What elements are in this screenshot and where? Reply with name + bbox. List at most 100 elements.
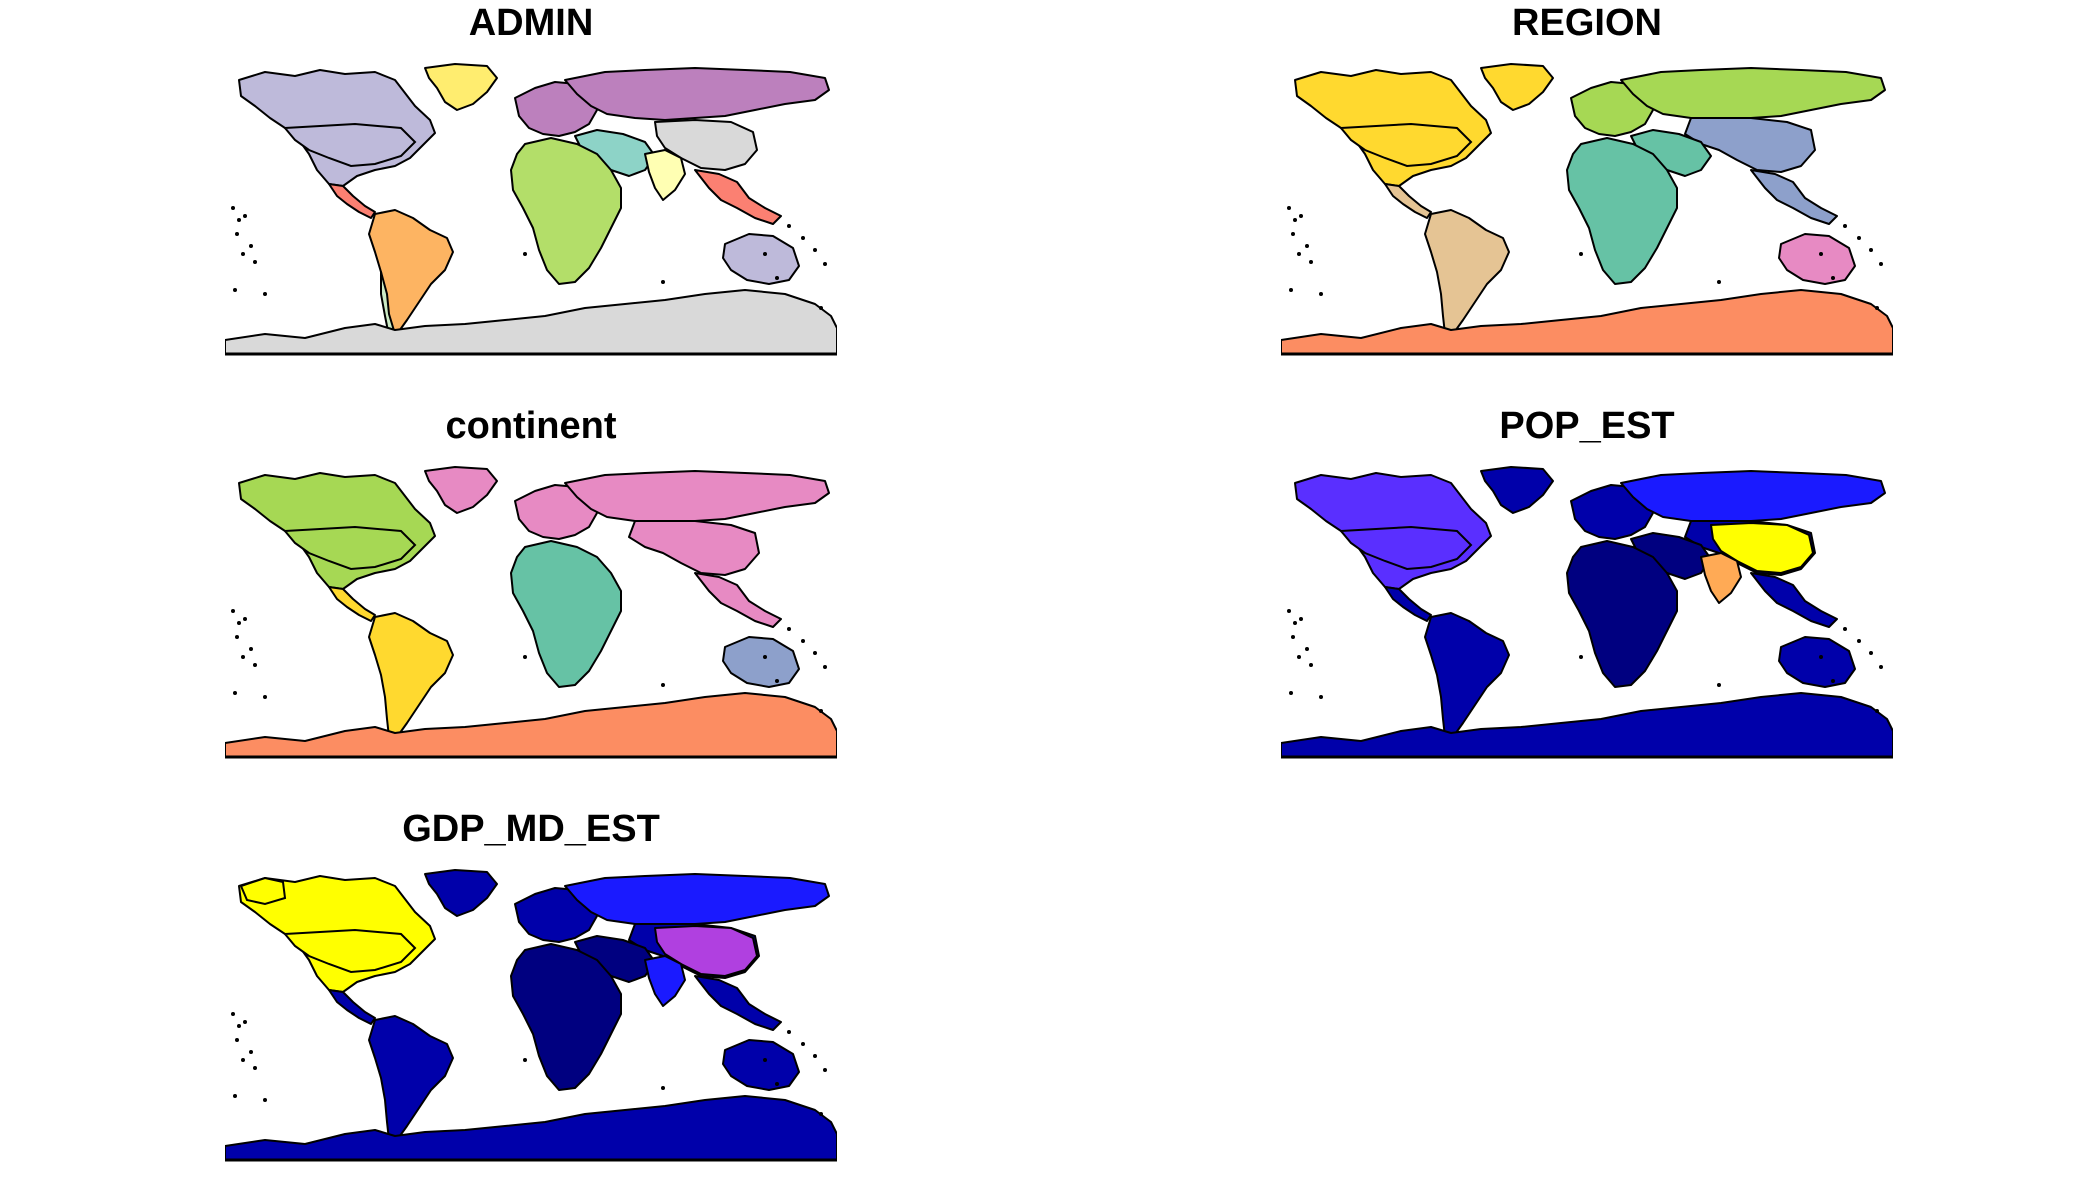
island-dot [1299, 617, 1303, 621]
landmass-africa [510, 137, 622, 285]
island-dot [1287, 206, 1291, 210]
landmass-australia [722, 1039, 800, 1091]
island-dot [241, 252, 245, 256]
island-dot [823, 1068, 827, 1072]
map-panel-gdp-md-est: GDP_MD_EST [225, 806, 837, 1166]
landmass-southeast-asia [694, 975, 782, 1031]
island-dot [1869, 248, 1873, 252]
world-map-gdp-md-est [225, 869, 837, 1162]
island-dot [1831, 679, 1835, 683]
island-dot [661, 280, 665, 284]
landmass-india [644, 149, 686, 201]
panel-title: ADMIN [468, 2, 594, 44]
landmass-central-america [1384, 586, 1432, 622]
island-dot [237, 621, 241, 625]
landmass-antarctica [1281, 692, 1893, 758]
island-dot [241, 1058, 245, 1062]
map-panel-region: REGION [1281, 0, 1893, 360]
island-dot [253, 663, 257, 667]
island-dot [1319, 292, 1323, 296]
island-dot [233, 1094, 237, 1098]
island-dot [233, 691, 237, 695]
island-dot [1305, 244, 1309, 248]
landmass-central-america [328, 989, 376, 1025]
island-dot [1579, 252, 1583, 256]
island-dot [237, 218, 241, 222]
island-dot [1831, 276, 1835, 280]
landmass-australia [1778, 636, 1856, 688]
island-dot [1289, 691, 1293, 695]
island-dot [801, 236, 805, 240]
landmass-europe [1570, 484, 1654, 540]
landmass-greenland [424, 869, 498, 917]
landmass-russia [1620, 67, 1886, 121]
island-dot [241, 655, 245, 659]
island-dot [249, 244, 253, 248]
panel-title: POP_EST [1499, 405, 1675, 447]
landmass-southeast-asia [1750, 169, 1838, 225]
island-dot [1297, 252, 1301, 256]
island-dot [1819, 252, 1823, 256]
island-dot [775, 679, 779, 683]
panel-title: GDP_MD_EST [402, 808, 660, 850]
island-dot [243, 617, 247, 621]
island-dot [231, 609, 235, 613]
island-dot [233, 288, 237, 292]
island-dot [823, 262, 827, 266]
world-map-pop-est [1281, 466, 1893, 759]
island-dot [523, 1058, 527, 1062]
landmass-australia [1778, 233, 1856, 285]
island-dot [787, 224, 791, 228]
landmass-southeast-asia [1750, 572, 1838, 628]
island-dot [1717, 683, 1721, 687]
landmass-greenland [424, 466, 498, 514]
island-dot [1305, 647, 1309, 651]
landmass-south-america [368, 1015, 454, 1141]
landmass-antarctica [225, 289, 837, 355]
island-dot [249, 1050, 253, 1054]
landmass-asia [628, 520, 760, 576]
island-dot [1291, 232, 1295, 236]
panel-title: REGION [1512, 2, 1662, 44]
island-dot [235, 232, 239, 236]
landmass-europe [514, 484, 598, 540]
island-dot [249, 647, 253, 651]
island-dot [1819, 655, 1823, 659]
island-dot [801, 639, 805, 643]
landmass-india [644, 955, 686, 1007]
island-dot [763, 655, 767, 659]
island-dot [819, 1112, 823, 1116]
landmass-central-america [1384, 183, 1432, 219]
island-dot [661, 683, 665, 687]
island-dot [231, 206, 235, 210]
island-dot [235, 635, 239, 639]
landmass-greenland [424, 63, 498, 111]
landmass-africa [1566, 137, 1678, 285]
island-dot [263, 1098, 267, 1102]
island-dot [787, 1030, 791, 1034]
landmass-india [1700, 552, 1742, 604]
island-dot [523, 655, 527, 659]
landmass-antarctica [225, 692, 837, 758]
world-map-continent [225, 466, 837, 759]
island-dot [235, 1038, 239, 1042]
island-dot [1717, 280, 1721, 284]
world-map-admin [225, 63, 837, 356]
landmass-antarctica [225, 1095, 837, 1161]
landmass-greenland [1480, 63, 1554, 111]
landmass-central-america [328, 183, 376, 219]
landmass-europe [1570, 81, 1654, 137]
landmass-europe [514, 81, 598, 137]
island-dot [1291, 635, 1295, 639]
island-dot [819, 306, 823, 310]
panel-title: continent [445, 405, 617, 447]
landmass-usa [282, 122, 417, 168]
landmass-russia [1620, 470, 1886, 524]
landmass-usa [1338, 122, 1473, 168]
island-dot [775, 1082, 779, 1086]
island-dot [1869, 651, 1873, 655]
island-dot [787, 627, 791, 631]
map-panel-admin: ADMIN [225, 0, 837, 360]
island-dot [237, 1024, 241, 1028]
island-dot [1297, 655, 1301, 659]
